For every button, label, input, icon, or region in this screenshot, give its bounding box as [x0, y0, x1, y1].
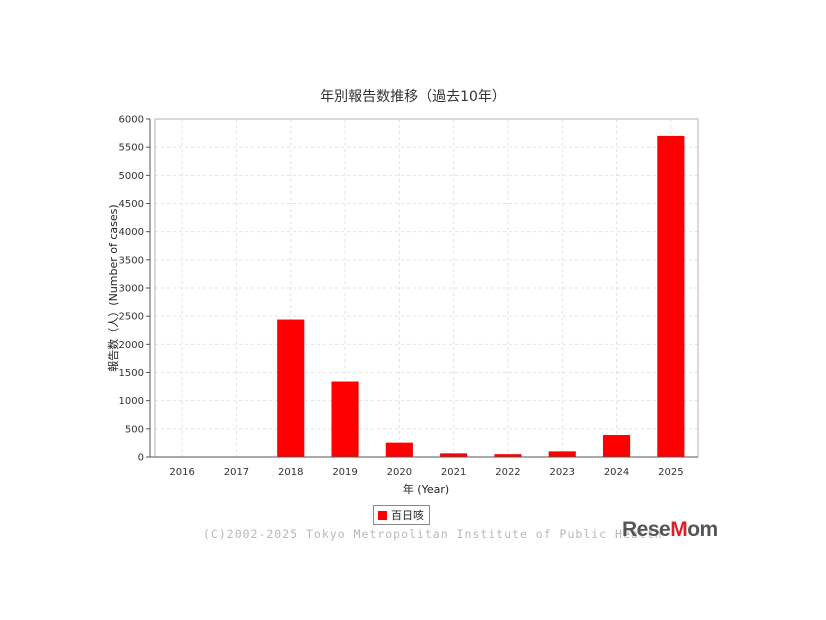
x-tick-label: 2019 — [332, 467, 357, 478]
legend-label: 百日咳 — [391, 509, 424, 522]
bars — [277, 135, 685, 457]
bar-2025 — [657, 135, 685, 457]
grid-lines — [155, 118, 698, 458]
x-tick-label: 2018 — [278, 467, 303, 478]
copyright-text: (C)2002-2025 Tokyo Metropolitan Institut… — [203, 527, 663, 541]
x-tick-label: 2020 — [387, 467, 412, 478]
logo-text-part3: om — [687, 518, 718, 541]
y-tick-label: 0 — [138, 453, 144, 464]
x-tick-label: 2023 — [550, 467, 575, 478]
y-tick-label: 5500 — [119, 143, 144, 154]
legend-swatch — [378, 510, 387, 520]
x-tick-label: 2024 — [604, 467, 629, 478]
y-tick-label: 2500 — [119, 312, 144, 323]
bar-2018 — [277, 319, 305, 457]
bar-2023 — [548, 451, 576, 457]
x-tick-label: 2025 — [658, 467, 683, 478]
x-tick-label: 2016 — [169, 467, 194, 478]
x-tick-label: 2022 — [495, 467, 520, 478]
logo-text-part1: Rese — [622, 518, 671, 541]
y-tick-label: 5000 — [119, 171, 144, 182]
y-tick-label: 3500 — [119, 255, 144, 266]
logo-text-part2: M — [670, 518, 688, 541]
y-axis-label: 報告数（人）(Number of cases) — [107, 204, 120, 371]
y-tick-label: 4500 — [119, 199, 144, 210]
y-tick-label: 4000 — [119, 227, 144, 238]
y-tick-label: 1000 — [119, 396, 144, 407]
y-tick-label: 1500 — [119, 368, 144, 379]
bar-2021 — [440, 453, 468, 457]
chart-title: 年別報告数推移（過去10年） — [320, 89, 506, 105]
y-tick-label: 6000 — [119, 115, 144, 126]
y-tick-label: 3000 — [119, 284, 144, 295]
bar-2019 — [331, 381, 359, 457]
resemom-logo: ReseMom — [622, 518, 718, 542]
x-tick-label: 2021 — [441, 467, 466, 478]
y-ticks: 0 500 1000 1500 2000 2500 3000 3500 4000 4500 5000… — [119, 115, 150, 464]
x-axis-label: 年 (Year) — [403, 482, 449, 496]
x-ticks: 2016 2017 2018 2019 2020 2021 2022 2023 2024 2025 — [169, 467, 683, 478]
y-tick-label: 2000 — [119, 340, 144, 351]
bar-2020 — [385, 442, 413, 457]
x-tick-label: 2017 — [224, 467, 249, 478]
bar-2022 — [494, 454, 522, 457]
y-tick-label: 500 — [125, 424, 144, 435]
legend: 百日咳 — [373, 505, 430, 525]
bar-2024 — [602, 435, 631, 457]
